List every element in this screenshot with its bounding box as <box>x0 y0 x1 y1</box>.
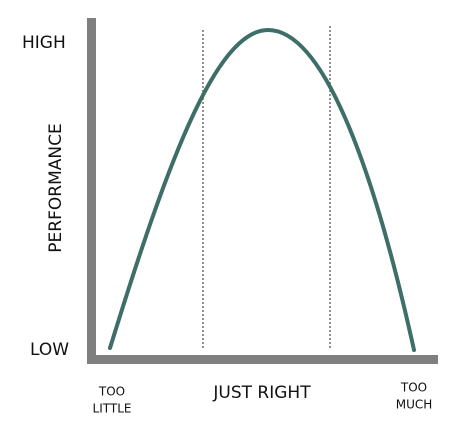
x-right-label: TOO <box>400 381 427 395</box>
y-low-label: LOW <box>30 340 69 360</box>
x-axis <box>87 355 438 364</box>
x-center-label: JUST RIGHT <box>212 383 311 403</box>
performance-curve <box>108 27 416 352</box>
y-axis <box>87 18 96 364</box>
y-high-label: HIGH <box>22 33 66 53</box>
y-axis-label: PERFORMANCE <box>46 123 66 252</box>
x-left-label: TOO <box>98 385 125 399</box>
x-left-label: LITTLE <box>93 402 132 416</box>
x-right-label: MUCH <box>396 398 433 412</box>
